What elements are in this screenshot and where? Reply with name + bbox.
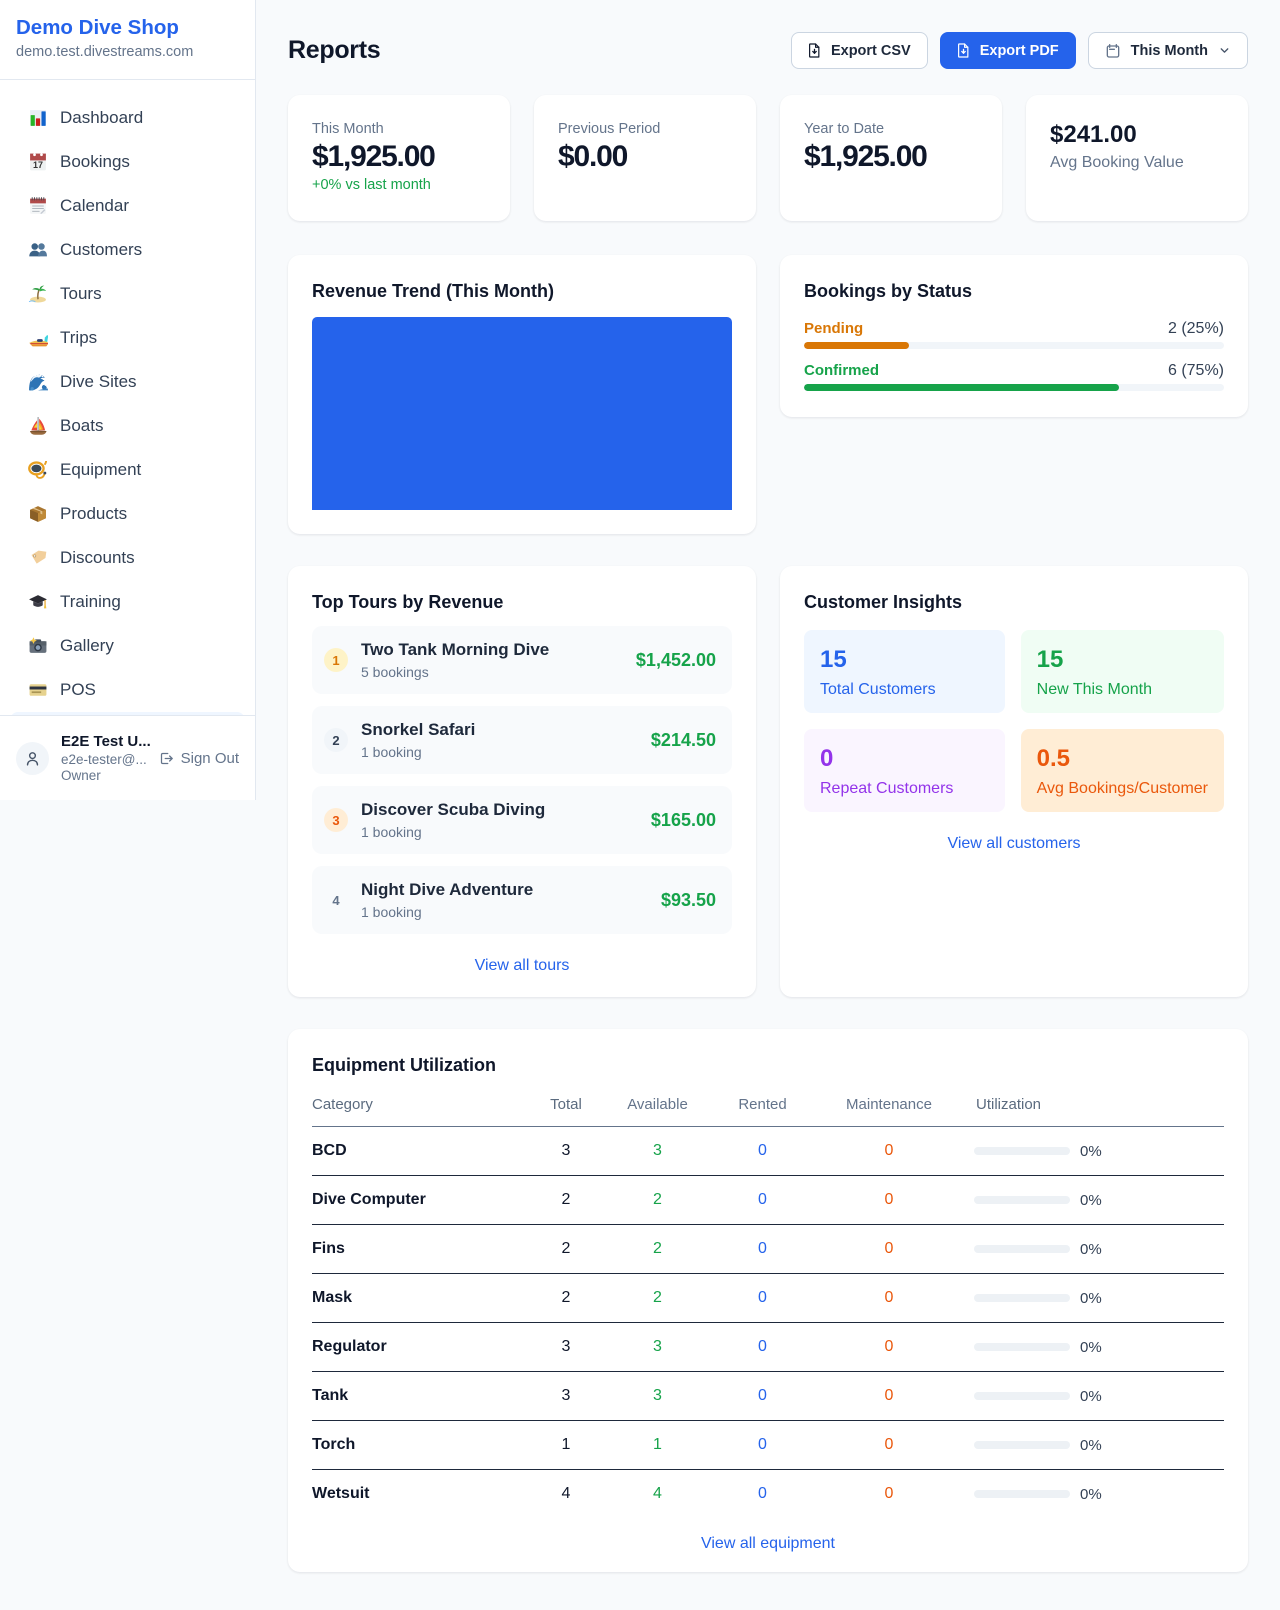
- svg-text:17: 17: [33, 160, 43, 170]
